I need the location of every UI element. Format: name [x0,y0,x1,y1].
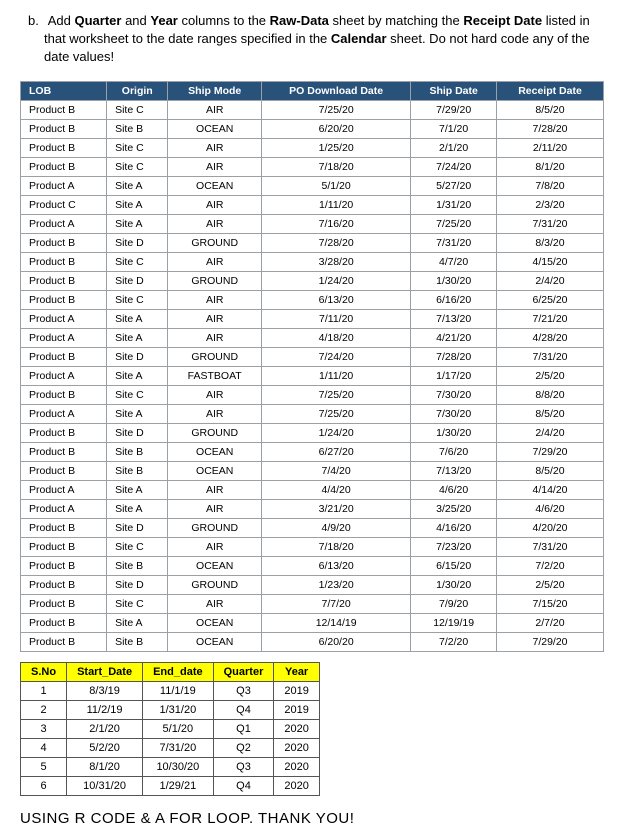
table-row: Product BSite AOCEAN12/14/1912/19/192/7/… [21,613,604,632]
table-row: 32/1/205/1/20Q12020 [21,719,320,738]
table-row: 45/2/207/31/20Q22020 [21,738,320,757]
table-row: Product BSite BOCEAN6/27/207/6/207/29/20 [21,442,604,461]
table-row: Product BSite CAIR7/18/207/24/208/1/20 [21,157,604,176]
table-row: Product BSite CAIR7/18/207/23/207/31/20 [21,537,604,556]
table2-header: End_date [143,662,214,681]
table-row: Product ASite AAIR4/18/204/21/204/28/20 [21,328,604,347]
table1-header: Ship Mode [168,81,262,100]
table-row: Product BSite BOCEAN6/20/207/1/207/28/20 [21,119,604,138]
table-row: Product BSite CAIR6/13/206/16/206/25/20 [21,290,604,309]
table-row: Product ASite AAIR3/21/203/25/204/6/20 [21,499,604,518]
table-row: Product BSite BOCEAN6/13/206/15/207/2/20 [21,556,604,575]
table-row: Product ASite AOCEAN5/1/205/27/207/8/20 [21,176,604,195]
table2-header: Quarter [213,662,274,681]
table1-header: Origin [107,81,168,100]
table-row: Product BSite DGROUND1/24/201/30/202/4/2… [21,423,604,442]
raw-data-table: LOBOriginShip ModePO Download DateShip D… [20,81,604,652]
table1-header: PO Download Date [262,81,411,100]
table-row: Product BSite CAIR3/28/204/7/204/15/20 [21,252,604,271]
instruction-letter: b. [28,13,39,28]
table-row: Product BSite DGROUND4/9/204/16/204/20/2… [21,518,604,537]
calendar-table: S.NoStart_DateEnd_dateQuarterYear 18/3/1… [20,662,320,796]
table1-header: LOB [21,81,107,100]
table-row: Product BSite DGROUND1/23/201/30/202/5/2… [21,575,604,594]
table2-header: S.No [21,662,67,681]
table-row: 58/1/2010/30/20Q32020 [21,757,320,776]
table-row: 18/3/1911/1/19Q32019 [21,681,320,700]
table-row: 610/31/201/29/21Q42020 [21,776,320,795]
table-row: Product CSite AAIR1/11/201/31/202/3/20 [21,195,604,214]
footer-text: USING R CODE & A FOR LOOP. THANK YOU! [20,810,604,827]
table-row: Product ASite AAIR7/16/207/25/207/31/20 [21,214,604,233]
table-row: Product ASite AAIR4/4/204/6/204/14/20 [21,480,604,499]
table-row: Product BSite DGROUND7/24/207/28/207/31/… [21,347,604,366]
table-row: 211/2/191/31/20Q42019 [21,700,320,719]
table-row: Product BSite CAIR7/7/207/9/207/15/20 [21,594,604,613]
table-row: Product BSite CAIR1/25/202/1/202/11/20 [21,138,604,157]
table-row: Product ASite AAIR7/25/207/30/208/5/20 [21,404,604,423]
table-row: Product BSite BOCEAN7/4/207/13/208/5/20 [21,461,604,480]
table2-header: Start_Date [67,662,143,681]
table-row: Product ASite AAIR7/11/207/13/207/21/20 [21,309,604,328]
table-row: Product BSite DGROUND7/28/207/31/208/3/2… [21,233,604,252]
table-row: Product BSite CAIR7/25/207/29/208/5/20 [21,100,604,119]
table-row: Product BSite DGROUND1/24/201/30/202/4/2… [21,271,604,290]
table-row: Product ASite AFASTBOAT1/11/201/17/202/5… [21,366,604,385]
table2-header: Year [274,662,319,681]
table-row: Product BSite BOCEAN6/20/207/2/207/29/20 [21,632,604,651]
table1-header: Receipt Date [497,81,604,100]
table1-header: Ship Date [411,81,497,100]
instruction-body: Add Quarter and Year columns to the Raw-… [44,13,590,64]
instruction-text: b. Add Quarter and Year columns to the R… [20,12,604,67]
table-row: Product BSite CAIR7/25/207/30/208/8/20 [21,385,604,404]
